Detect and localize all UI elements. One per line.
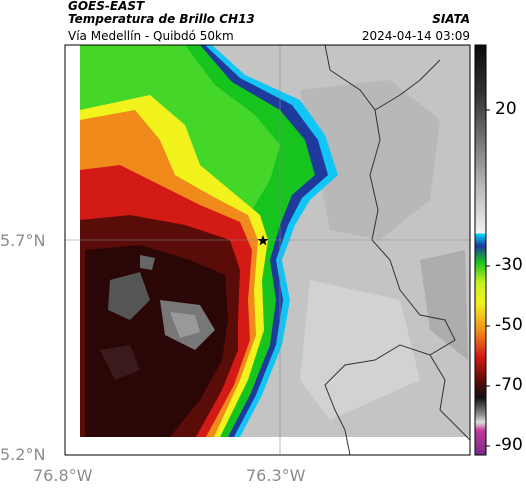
lon-tick-76.3: 76.3°W <box>246 466 306 485</box>
gray-light-patch-2 <box>300 280 420 420</box>
lon-tick-76.8: 76.8°W <box>33 466 93 485</box>
colorbar-label-neg50: -50 <box>495 315 523 335</box>
route-subtitle: Vía Medellín - Quibdó 50km <box>68 29 234 43</box>
datetime-label: 2024-04-14 03:09 <box>361 29 470 43</box>
cold-top-5 <box>100 345 140 380</box>
star-marker <box>257 235 269 246</box>
organization-label: SIATA <box>432 12 470 26</box>
cold-top-4 <box>140 255 155 270</box>
admin-boundary-2 <box>374 59 441 111</box>
map-frame <box>64 44 471 456</box>
admin-boundary <box>324 45 456 455</box>
cold-top-1 <box>108 272 150 320</box>
satellite-title: GOES-EAST <box>68 0 145 13</box>
lat-tick-5.7: 5.7°N <box>0 231 46 250</box>
cold-top-3 <box>170 312 200 338</box>
colorbar-ticks <box>486 109 490 447</box>
colorbar-label-neg90: -90 <box>495 435 523 455</box>
gray-dark-patch <box>420 250 468 360</box>
lat-tick-5.2: 5.2°N <box>0 445 46 464</box>
colorbar-label-neg70: -70 <box>495 375 523 395</box>
gray-light-patch <box>300 80 440 240</box>
product-title: Temperatura de Brillo CH13 <box>68 12 255 26</box>
colorbar-label-20: 20 <box>495 99 517 119</box>
colorbar <box>474 44 487 456</box>
admin-boundary-3 <box>429 354 470 441</box>
colorbar-label-neg30: -30 <box>495 255 523 275</box>
